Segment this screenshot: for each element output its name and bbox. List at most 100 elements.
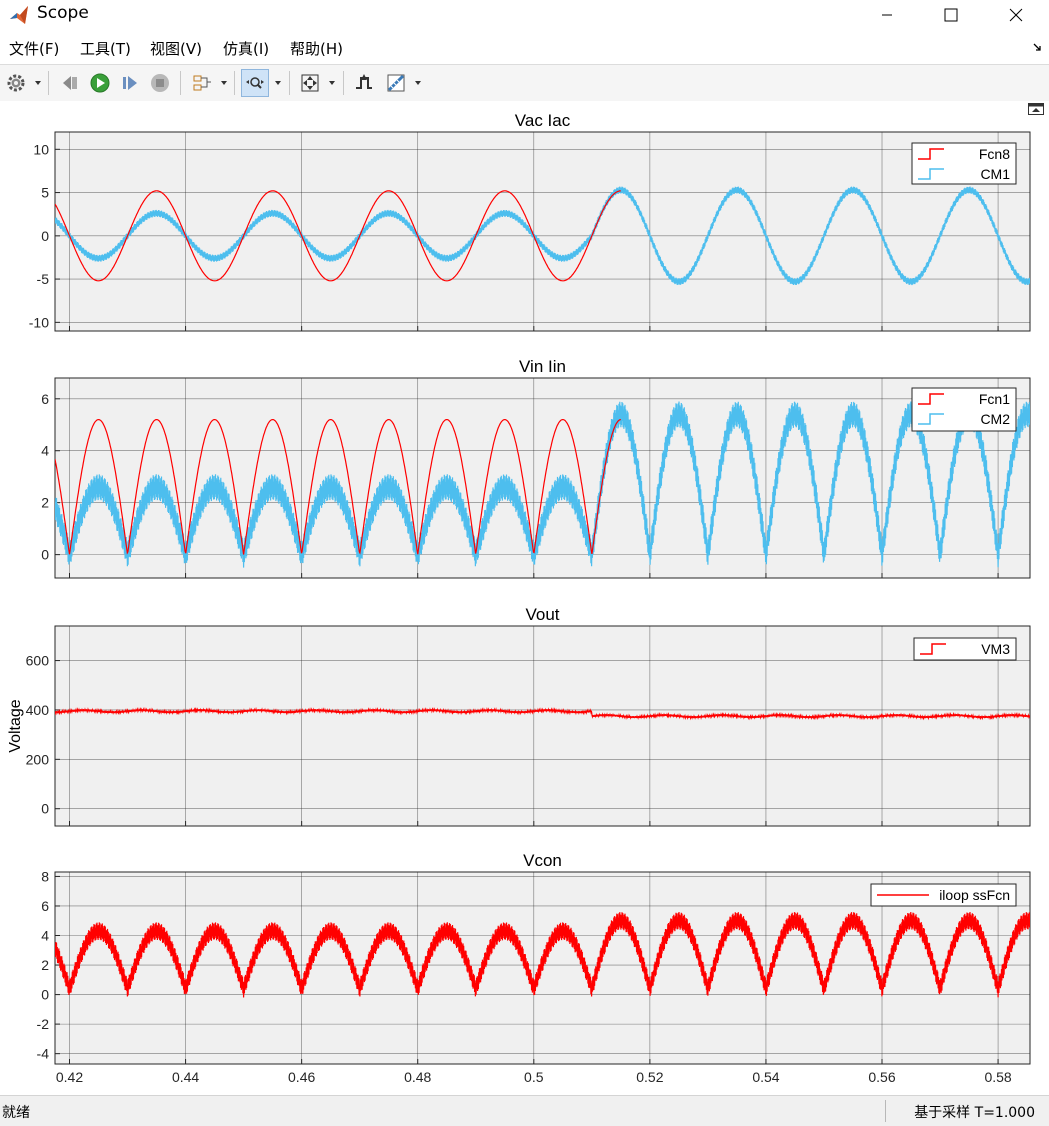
x-tick-label: 0.58 [984, 1069, 1011, 1085]
legend-step-marker [918, 148, 944, 160]
legend-entry-label: VM3 [981, 641, 1010, 657]
y-tick-label: 6 [41, 898, 49, 914]
y-tick-label: -5 [37, 271, 50, 287]
legend: VM3 [913, 637, 1017, 661]
x-tick-label: 0.54 [752, 1069, 779, 1085]
series-line-vm3 [55, 706, 1030, 721]
x-tick-label: 0.44 [172, 1069, 199, 1085]
y-tick-label: 200 [26, 751, 50, 767]
y-tick-label: 6 [41, 391, 49, 407]
chart-title: Vout [525, 605, 559, 624]
chevron-down-icon[interactable] [414, 79, 422, 87]
zoom-x-icon [246, 77, 264, 89]
measurements-button[interactable] [382, 69, 410, 97]
y-tick-label: 2 [41, 957, 49, 973]
matlab-logo-icon [10, 6, 28, 24]
x-tick-label: 0.5 [524, 1069, 544, 1085]
maximize-icon [944, 8, 958, 22]
zoom-x-button[interactable] [241, 69, 269, 97]
chart-title: Vin Iin [519, 357, 566, 376]
chart-panel: Vout Voltage 600 400 200 0 VM3 [7, 605, 1031, 827]
legend-entry-label: iloop ssFcn [939, 887, 1010, 903]
chart-title: Vac Iac [515, 111, 571, 130]
minimize-button[interactable] [864, 0, 910, 30]
y-tick-label: 0 [41, 987, 49, 1003]
y-tick-label: 600 [26, 653, 50, 669]
maximize-button[interactable] [928, 0, 974, 30]
minimize-icon [882, 14, 892, 16]
signal-select-button[interactable] [188, 69, 216, 97]
legend: Fcn1 CM2 [911, 387, 1017, 432]
series-line-iloop-ssfcn [55, 911, 1030, 998]
expand-arrow-icon[interactable] [1033, 42, 1043, 52]
x-tick-label: 0.52 [636, 1069, 663, 1085]
triggers-icon [356, 74, 372, 89]
x-tick-label: 0.48 [404, 1069, 431, 1085]
fit-to-view-icon [301, 74, 319, 92]
chevron-down-icon[interactable] [34, 79, 42, 87]
status-ready: 就绪 [2, 1105, 30, 1121]
status-bar: 就绪 基于采样 T=1.000 [0, 1095, 1049, 1126]
measurements-icon [387, 74, 405, 92]
toolbar-separator [343, 71, 344, 95]
y-tick-label: -2 [37, 1016, 50, 1032]
y-tick-label: 2 [41, 495, 49, 511]
chevron-down-icon[interactable] [274, 79, 282, 87]
menu-bar: 文件(F) 工具(T) 视图(V) 仿真(I) 帮助(H) [0, 34, 1049, 62]
signal-select-icon [193, 75, 211, 91]
run-button[interactable] [86, 69, 114, 97]
run-icon [90, 73, 110, 93]
axes-box [54, 131, 1031, 332]
configuration-button[interactable] [2, 69, 30, 97]
window-title: Scope [37, 3, 89, 23]
menu-help[interactable]: 帮助(H) [290, 40, 343, 58]
title-bar: Scope [0, 0, 1049, 30]
menu-simulation[interactable]: 仿真(I) [223, 40, 270, 58]
menu-view[interactable]: 视图(V) [150, 40, 202, 58]
close-button[interactable] [993, 0, 1039, 30]
y-tick-label: 10 [33, 141, 49, 157]
y-tick-label: 0 [41, 228, 49, 244]
chevron-down-icon[interactable] [328, 79, 336, 87]
triggers-button[interactable] [350, 69, 378, 97]
legend-entry-label: Fcn1 [979, 391, 1010, 407]
chart-panel: Vac Iac 10 5 0 -5 -10 Fcn8 CM1 [29, 111, 1031, 332]
step-forward-button[interactable] [116, 69, 144, 97]
series-line-fcn1 [55, 419, 621, 555]
y-tick-label: 400 [26, 702, 50, 718]
toolbar-separator [48, 71, 49, 95]
scope-plots: Vac Iac 10 5 0 -5 -10 Fcn8 CM1 Vin Iin 6 4 2 0 Fcn1 CM… [7, 111, 1031, 1085]
y-tick-label: 4 [41, 928, 49, 944]
fit-to-view-button[interactable] [296, 69, 324, 97]
close-icon [1009, 8, 1023, 22]
legend-entry-label: Fcn8 [979, 146, 1010, 162]
legend-step-marker [918, 168, 944, 180]
chart-panel: Vcon 8 6 4 2 0 -2 -4 0.42 0.44 0.46 0.48 0.5 0.52 0.54… [37, 851, 1031, 1085]
legend-step-marker [918, 393, 944, 405]
chart-panel: Vin Iin 6 4 2 0 Fcn1 CM2 [41, 357, 1031, 579]
scope-display: Vac Iac 10 5 0 -5 -10 Fcn8 CM1 Vin Iin 6 4 2 0 Fcn1 CM… [0, 101, 1049, 1095]
y-tick-label: -10 [29, 314, 49, 330]
x-tick-label: 0.42 [56, 1069, 83, 1085]
step-back-button[interactable] [56, 69, 84, 97]
chevron-down-icon[interactable] [220, 79, 228, 87]
gear-icon [7, 74, 25, 92]
legend-box [870, 883, 1017, 907]
chart-title: Vcon [523, 851, 562, 870]
legend-step-marker [918, 413, 944, 425]
stop-button[interactable] [146, 69, 174, 97]
toolbar-separator [180, 71, 181, 95]
x-tick-label: 0.56 [868, 1069, 895, 1085]
y-tick-label: 0 [41, 547, 49, 563]
series-line-cm2 [55, 401, 1030, 568]
toolbar-separator [289, 71, 290, 95]
toolbar-separator [234, 71, 235, 95]
legend-step-marker [920, 643, 946, 655]
menu-tools[interactable]: 工具(T) [80, 40, 131, 58]
undock-icon[interactable] [1028, 103, 1044, 115]
toolbar [0, 64, 1049, 102]
status-divider [885, 1100, 886, 1122]
legend: iloop ssFcn [870, 883, 1017, 907]
y-tick-label: 0 [41, 801, 49, 817]
menu-file[interactable]: 文件(F) [9, 40, 60, 58]
